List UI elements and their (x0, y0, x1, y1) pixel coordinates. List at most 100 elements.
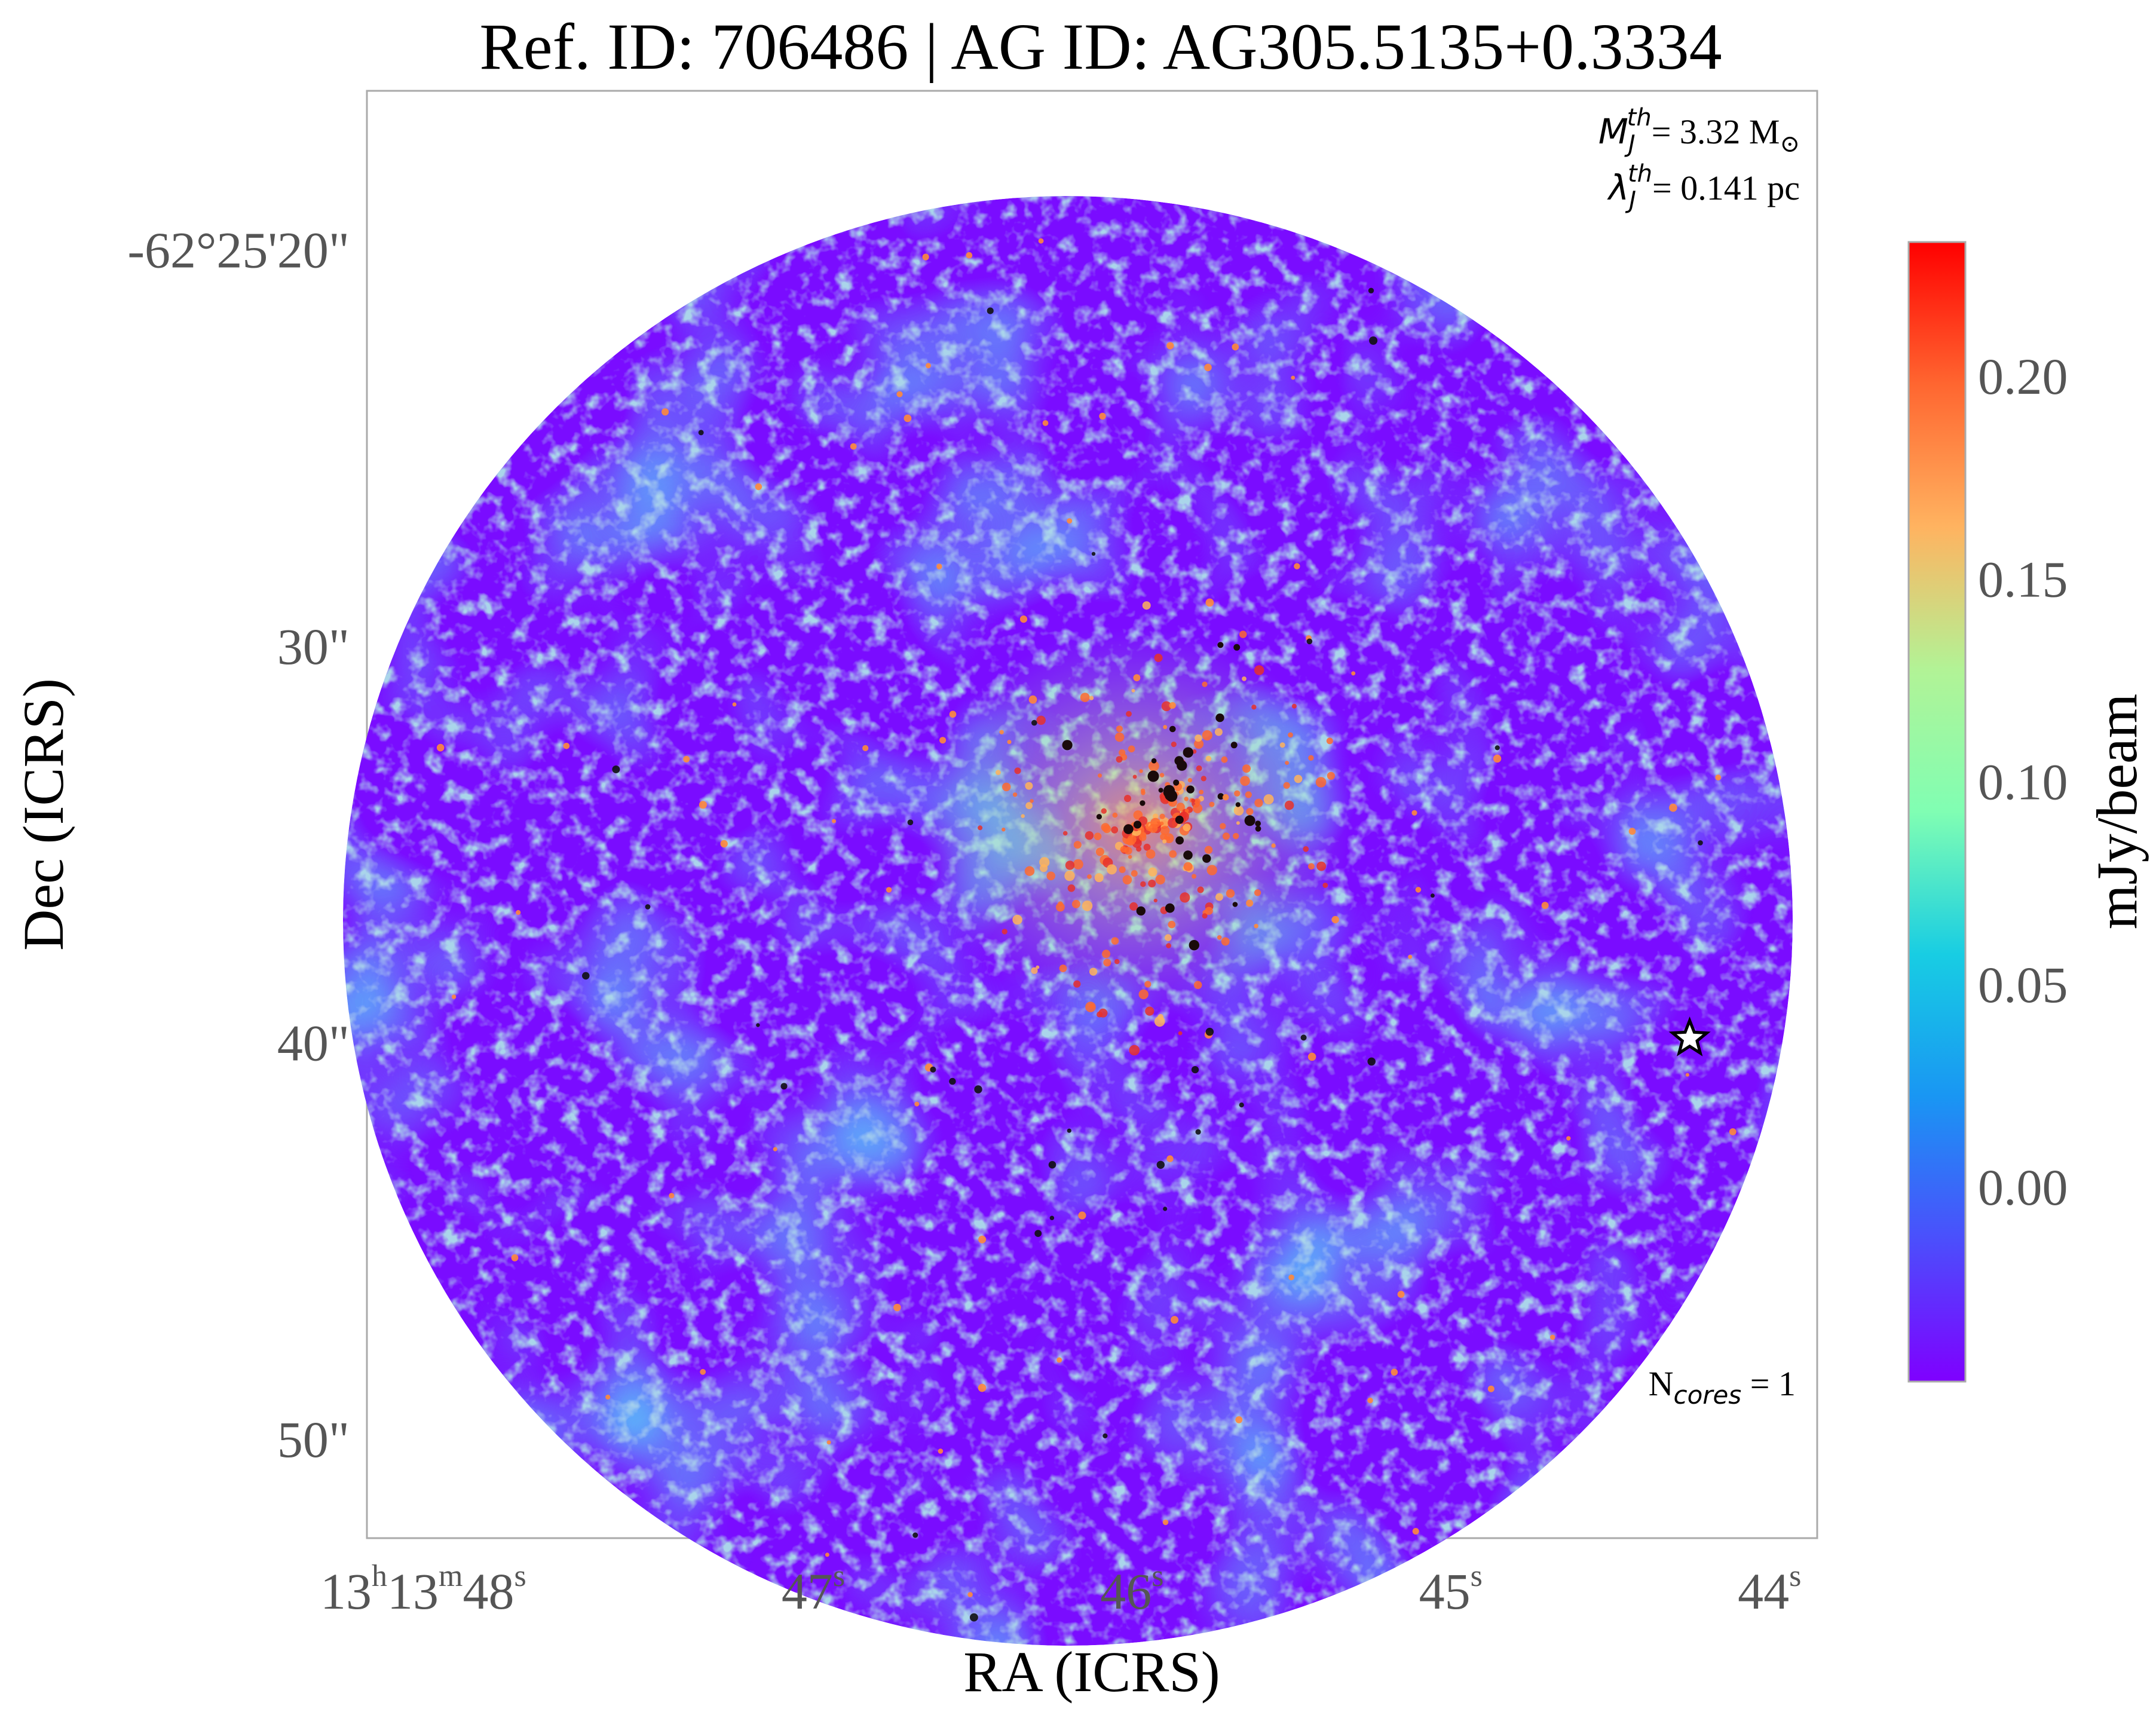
dark-peak (1255, 820, 1261, 826)
hot-spot (1331, 915, 1339, 924)
hot-spot (1391, 1368, 1398, 1376)
hot-spot (1193, 803, 1203, 813)
hot-spot (1140, 881, 1146, 887)
hot-spot (1271, 843, 1276, 848)
hot-spot (1162, 839, 1167, 844)
hot-spot (1155, 874, 1165, 885)
hot-spot (1089, 696, 1094, 700)
hot-spot (1178, 1031, 1183, 1036)
hot-spot (1094, 832, 1102, 840)
hot-spot (1220, 823, 1226, 829)
hot-spot (1056, 1357, 1062, 1363)
hot-spots (436, 238, 1737, 1622)
colorbar-tick-label: 0.00 (1978, 1159, 2068, 1216)
hot-spot (1154, 653, 1163, 662)
hot-spot (1129, 1045, 1140, 1056)
hot-spot (1316, 861, 1327, 871)
hot-spot (1235, 1416, 1243, 1423)
hot-spot (1430, 893, 1435, 898)
hot-spot (732, 702, 737, 707)
hot-spot (1171, 1316, 1178, 1324)
hot-spot (825, 1552, 829, 1557)
hot-spot (1082, 901, 1093, 911)
hot-spot (1141, 788, 1146, 794)
hot-spot (1102, 1433, 1108, 1438)
hot-spot (1059, 964, 1067, 972)
hot-spot (1279, 742, 1285, 748)
core-star-marker (1668, 1016, 1711, 1056)
dark-peak (1183, 850, 1193, 860)
hot-spot (1062, 831, 1068, 836)
hot-spot (1685, 1073, 1689, 1077)
hot-spot (1233, 806, 1244, 816)
hot-spot (936, 564, 942, 569)
dark-peak (1217, 793, 1224, 800)
dark-peak (1123, 824, 1134, 834)
hot-spot (1128, 855, 1132, 859)
hot-spot (1408, 954, 1413, 959)
hot-spot (1566, 1136, 1571, 1141)
hot-spot (1163, 1206, 1168, 1211)
hot-spot (1067, 884, 1076, 892)
hot-spot (1067, 518, 1073, 524)
hot-spot (1205, 1027, 1214, 1036)
hot-spot (1025, 782, 1033, 790)
hot-spot (1217, 935, 1222, 940)
hot-spot (1232, 343, 1239, 351)
hot-spot (1306, 638, 1313, 645)
hot-spot (1351, 671, 1356, 676)
hot-spot (1031, 719, 1037, 726)
hot-spot (907, 819, 914, 825)
dark-peak (1140, 800, 1146, 806)
hot-spot (1078, 1211, 1086, 1220)
hot-spot (1102, 950, 1111, 958)
hot-spot (1021, 814, 1025, 818)
hot-spot (996, 770, 1001, 776)
hot-spot (850, 443, 857, 450)
hot-spot (1221, 756, 1228, 763)
hot-spot (1415, 887, 1422, 893)
hot-spot (1194, 739, 1204, 749)
hot-spot (1142, 601, 1151, 610)
hot-spot (1242, 676, 1247, 681)
hot-spot (1326, 737, 1333, 745)
hot-spot (1128, 745, 1135, 753)
hot-spot (1064, 871, 1075, 881)
hot-spot (1285, 761, 1290, 765)
hot-spot (1094, 873, 1104, 883)
hot-spot (1205, 907, 1213, 915)
jeans-length-annotation: λJth= 0.141 pc (1607, 160, 1800, 214)
hot-spot (1294, 563, 1300, 569)
hot-spot (1131, 688, 1135, 693)
hot-spot (451, 994, 457, 999)
hot-spot (966, 252, 973, 259)
hot-spot (1191, 1066, 1199, 1074)
dark-peak (1133, 820, 1142, 829)
hot-spot (893, 1303, 901, 1312)
hot-spot (1204, 846, 1213, 854)
hot-spot (1002, 828, 1006, 832)
hot-spot (1204, 363, 1212, 372)
hot-spot (1196, 765, 1202, 771)
hot-spot (612, 765, 620, 773)
dark-peak (1215, 713, 1224, 722)
hot-spot (662, 408, 669, 416)
hot-spot (1127, 835, 1137, 844)
dark-peak (1233, 644, 1241, 651)
hot-spot (1129, 902, 1138, 911)
hot-spot (780, 1083, 788, 1090)
hot-spot (1014, 767, 1021, 774)
hot-spot (1215, 893, 1223, 901)
dark-peak (1151, 758, 1157, 764)
hot-spot (938, 1448, 944, 1454)
hot-spot (1131, 870, 1138, 877)
colorbar-ticks: 0.20 0.15 0.10 0.05 0.00 (1978, 348, 2068, 1216)
hot-spot (605, 1394, 611, 1400)
hot-spot (1291, 703, 1297, 709)
hot-spot (699, 801, 707, 809)
hot-spot (1322, 883, 1328, 888)
hot-spot (1166, 1155, 1174, 1162)
jeans-mass-annotation: MJth= 3.32 M⊙ (1598, 104, 1800, 158)
hot-spot (1148, 880, 1156, 887)
hot-spot (1242, 764, 1251, 773)
